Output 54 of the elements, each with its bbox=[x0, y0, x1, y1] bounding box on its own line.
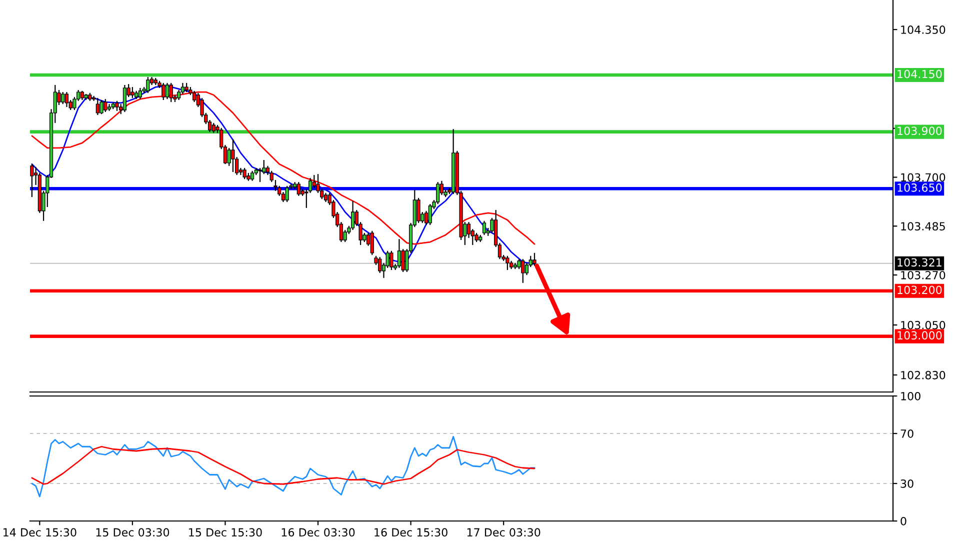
candlestick bbox=[324, 192, 328, 203]
candlestick bbox=[122, 84, 127, 113]
y-tick-label: 103.485 bbox=[901, 222, 945, 230]
candlestick bbox=[517, 258, 521, 270]
candlestick bbox=[138, 87, 142, 100]
y-tick-label: 100 bbox=[901, 392, 920, 400]
y-tick-label: 103.700 bbox=[901, 173, 946, 182]
candlestick bbox=[482, 220, 486, 236]
candlestick bbox=[61, 91, 65, 105]
candlestick bbox=[64, 91, 69, 108]
candlestick bbox=[231, 138, 235, 173]
candlestick bbox=[80, 90, 84, 101]
candlestick bbox=[100, 99, 104, 115]
candlestick bbox=[474, 232, 478, 243]
candlestick bbox=[250, 170, 254, 182]
x-tick-label: 17 Dec 03:30 bbox=[467, 528, 540, 537]
candlestick bbox=[428, 204, 432, 226]
x-tick-label: 15 Dec 03:30 bbox=[96, 528, 170, 537]
ref-line-label: 103.200 bbox=[898, 286, 942, 294]
x-tick-label: 16 Dec 03:30 bbox=[282, 528, 355, 537]
x-tick-label: 16 Dec 15:30 bbox=[374, 528, 448, 537]
y-tick-label: 104.350 bbox=[901, 26, 946, 34]
ref-line-label: 104.150 bbox=[898, 70, 942, 78]
candlestick bbox=[165, 82, 170, 100]
ref-line-label: 103.650 bbox=[898, 183, 942, 192]
candlestick bbox=[30, 164, 34, 198]
x-tick-label: 14 Dec 15:30 bbox=[4, 528, 76, 537]
y-tick-label: 70 bbox=[900, 429, 914, 438]
y-tick-label: 0 bbox=[900, 516, 906, 526]
candlestick bbox=[115, 100, 119, 112]
candlestick bbox=[96, 97, 100, 116]
candlestick bbox=[397, 238, 401, 268]
candlestick bbox=[370, 230, 374, 256]
y-tick-label: 103.050 bbox=[901, 320, 946, 330]
candlestick bbox=[506, 255, 510, 271]
candlestick bbox=[258, 167, 262, 183]
candlestick bbox=[212, 122, 216, 134]
y-tick-label: 30 bbox=[900, 479, 914, 488]
y-tick-label: 102.830 bbox=[901, 370, 946, 380]
candlestick bbox=[521, 258, 525, 284]
candlestick bbox=[242, 167, 246, 180]
candlestick bbox=[436, 181, 440, 205]
candlestick bbox=[296, 181, 300, 196]
candlestick bbox=[130, 86, 134, 98]
y-tick-label: 103.270 bbox=[901, 270, 946, 280]
ref-line-label: 103.321 bbox=[898, 258, 942, 267]
ref-line-label: 103.900 bbox=[898, 126, 942, 136]
candlestick bbox=[390, 250, 394, 271]
candlestick bbox=[416, 197, 420, 224]
ref-line-label: 103.000 bbox=[898, 331, 942, 340]
candlestick bbox=[285, 185, 289, 203]
candlestick bbox=[104, 98, 108, 113]
candlestick bbox=[351, 200, 355, 231]
x-tick-label: 15 Dec 15:30 bbox=[189, 528, 262, 537]
